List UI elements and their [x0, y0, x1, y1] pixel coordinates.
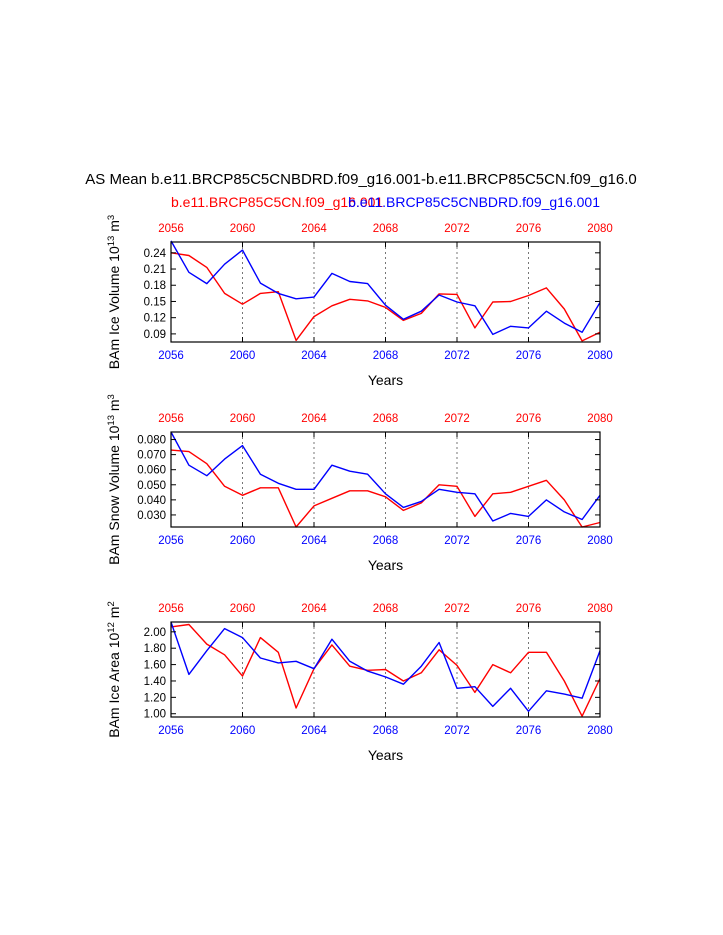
x-tick-label-top: 2064	[301, 223, 327, 235]
x-tick-label-bottom: 2068	[373, 350, 399, 362]
x-tick-label-top: 2064	[301, 603, 327, 615]
y-tick-label: 1.00	[144, 709, 166, 721]
x-tick-label-top: 2076	[516, 413, 542, 425]
y-tick-label: 0.030	[137, 510, 166, 522]
series-line-blue	[170, 621, 601, 712]
y-tick-label: 0.09	[144, 329, 166, 341]
x-tick-label-top: 2080	[587, 603, 613, 615]
series-line-blue	[170, 431, 601, 522]
y-tick-label: 0.12	[144, 313, 166, 325]
x-axis-label: Years	[368, 557, 403, 573]
x-tick-label-bottom: 2072	[444, 350, 470, 362]
x-axis-label: Years	[368, 372, 403, 388]
x-tick-label-bottom: 2056	[158, 350, 184, 362]
x-tick-label-top: 2056	[158, 223, 184, 235]
y-tick-label: 0.060	[137, 465, 166, 477]
y-tick-label: 0.15	[144, 296, 166, 308]
x-tick-label-bottom: 2064	[301, 725, 327, 737]
x-tick-label-top: 2056	[158, 603, 184, 615]
y-tick-label: 0.050	[137, 480, 166, 492]
y-axis-label: BAm Ice Volume 1013 m3	[106, 215, 123, 369]
x-tick-label-bottom: 2068	[373, 725, 399, 737]
x-tick-label-bottom: 2080	[587, 350, 613, 362]
x-tick-label-bottom: 2072	[444, 725, 470, 737]
x-tick-label-bottom: 2060	[230, 350, 256, 362]
y-tick-label: 0.040	[137, 495, 166, 507]
x-tick-label-bottom: 2076	[516, 535, 542, 547]
x-tick-label-bottom: 2060	[230, 725, 256, 737]
x-tick-label-bottom: 2080	[587, 535, 613, 547]
chart-panels: 0.09 0.12 0.15 0.18 0.21 0.24 2056 2056 2060 2060…	[106, 215, 613, 763]
series-line-red	[170, 449, 601, 528]
y-tick-label: 0.070	[137, 450, 166, 462]
chart-panel-1: 0.09 0.12 0.15 0.18 0.21 0.24 2056 2056 2060 2060…	[106, 215, 613, 388]
x-tick-label-top: 2060	[230, 223, 256, 235]
y-tick-label: 0.24	[144, 248, 167, 260]
chart-panel-3: 1.00 1.20 1.40 1.60 1.80 2.00 2056 2056 2060 2060…	[106, 601, 613, 763]
x-tick-label-bottom: 2080	[587, 725, 613, 737]
y-tick-label: 0.080	[137, 435, 166, 447]
x-tick-label-top: 2072	[444, 603, 470, 615]
x-tick-label-top: 2076	[516, 223, 542, 235]
x-tick-label-top: 2068	[373, 603, 399, 615]
x-tick-label-top: 2068	[373, 223, 399, 235]
y-tick-label: 1.20	[144, 692, 166, 704]
x-tick-label-bottom: 2056	[158, 535, 184, 547]
x-tick-label-top: 2076	[516, 603, 542, 615]
x-tick-label-top: 2060	[230, 603, 256, 615]
x-tick-label-bottom: 2064	[301, 350, 327, 362]
x-tick-label-top: 2072	[444, 223, 470, 235]
y-tick-label: 0.21	[144, 264, 166, 276]
x-tick-label-top: 2080	[587, 223, 613, 235]
x-tick-label-top: 2056	[158, 413, 184, 425]
x-tick-label-bottom: 2072	[444, 535, 470, 547]
subtitle-red: b.e11.BRCP85C5CN.f09_g16.001	[171, 194, 383, 210]
y-tick-label: 1.40	[144, 676, 166, 688]
x-tick-label-bottom: 2060	[230, 535, 256, 547]
x-tick-label-bottom: 2064	[301, 535, 327, 547]
x-tick-label-top: 2064	[301, 413, 327, 425]
x-tick-label-top: 2060	[230, 413, 256, 425]
figure-subtitle: b.e11.BRCP85C5CN.f09_g16.001 b.e11.BRCP8…	[171, 194, 600, 210]
y-axis-label: BAm Snow Volume 1013 m3	[106, 394, 123, 565]
subtitle-blue: b.e11.BRCP85C5CNBDRD.f09_g16.001	[348, 194, 600, 210]
y-tick-label: 1.80	[144, 643, 166, 655]
series-line-red	[170, 252, 601, 342]
x-tick-label-top: 2080	[587, 413, 613, 425]
chart-panel-2: 0.030 0.040 0.050 0.060 0.070 0.080 2056 2056 20…	[106, 394, 613, 573]
x-axis-label: Years	[368, 747, 403, 763]
x-tick-label-bottom: 2076	[516, 725, 542, 737]
x-tick-label-bottom: 2076	[516, 350, 542, 362]
x-tick-label-bottom: 2068	[373, 535, 399, 547]
y-tick-label: 0.18	[144, 280, 166, 292]
figure-title: AS Mean b.e11.BRCP85C5CNBDRD.f09_g16.001…	[85, 171, 636, 188]
series-line-blue	[170, 240, 601, 336]
y-tick-label: 1.60	[144, 660, 166, 672]
y-axis-label: BAm Ice Area 1012 m2	[106, 601, 123, 738]
x-tick-label-top: 2068	[373, 413, 399, 425]
series-line-red	[170, 623, 601, 717]
x-tick-label-bottom: 2056	[158, 725, 184, 737]
x-tick-label-top: 2072	[444, 413, 470, 425]
y-tick-label: 2.00	[144, 627, 166, 639]
